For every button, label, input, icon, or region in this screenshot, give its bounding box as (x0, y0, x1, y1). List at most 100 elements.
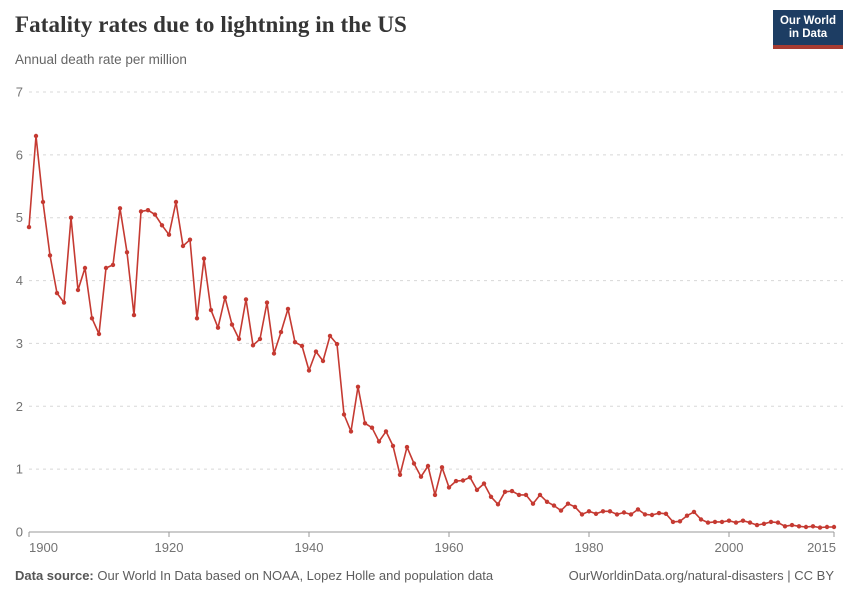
data-point[interactable] (75, 287, 81, 293)
data-point[interactable] (453, 478, 459, 484)
data-point[interactable] (460, 478, 466, 483)
data-point[interactable] (110, 262, 116, 268)
data-point[interactable] (320, 358, 326, 364)
data-point[interactable] (698, 517, 704, 522)
data-point[interactable] (180, 243, 186, 249)
data-point[interactable] (54, 290, 60, 296)
data-point[interactable] (586, 509, 592, 514)
data-point[interactable] (614, 512, 620, 517)
data-point[interactable] (243, 297, 249, 302)
data-point[interactable] (817, 525, 823, 530)
data-point[interactable] (313, 349, 319, 354)
data-point[interactable] (677, 519, 683, 524)
data-point[interactable] (439, 465, 445, 470)
data-point[interactable] (579, 512, 585, 517)
data-point[interactable] (642, 512, 648, 517)
data-point[interactable] (26, 224, 32, 230)
data-point[interactable] (334, 341, 340, 347)
data-point[interactable] (537, 492, 543, 498)
data-point[interactable] (565, 501, 571, 506)
data-point[interactable] (236, 336, 242, 342)
data-point[interactable] (600, 509, 606, 514)
data-point[interactable] (215, 325, 221, 330)
data-point[interactable] (810, 524, 816, 529)
data-point[interactable] (376, 439, 382, 444)
data-point[interactable] (691, 509, 697, 515)
data-point[interactable] (173, 199, 179, 205)
data-point[interactable] (649, 512, 655, 518)
data-point[interactable] (418, 474, 424, 479)
data-point[interactable] (551, 503, 557, 508)
data-point[interactable] (166, 232, 172, 237)
data-point[interactable] (768, 519, 774, 525)
data-point[interactable] (404, 444, 410, 450)
data-point[interactable] (747, 520, 753, 525)
data-point[interactable] (726, 518, 732, 523)
data-point[interactable] (138, 209, 144, 214)
data-point[interactable] (782, 524, 788, 529)
data-point[interactable] (271, 351, 277, 356)
data-point[interactable] (663, 511, 669, 516)
data-point[interactable] (194, 316, 200, 321)
data-point[interactable] (544, 499, 550, 504)
data-point[interactable] (740, 518, 746, 523)
data-point[interactable] (229, 322, 235, 327)
data-point[interactable] (656, 510, 662, 516)
data-point[interactable] (432, 492, 438, 498)
data-point[interactable] (670, 519, 676, 525)
data-point[interactable] (355, 384, 361, 389)
data-point[interactable] (607, 509, 613, 514)
data-point[interactable] (593, 511, 599, 516)
data-point[interactable] (341, 412, 347, 417)
data-point[interactable] (558, 508, 564, 513)
data-point[interactable] (775, 520, 781, 525)
data-point[interactable] (712, 519, 718, 525)
data-point[interactable] (131, 312, 137, 318)
data-point[interactable] (502, 489, 508, 494)
data-point[interactable] (299, 343, 305, 349)
data-point[interactable] (397, 472, 403, 477)
data-point[interactable] (481, 481, 487, 486)
owid-link[interactable]: OurWorldinData.org/natural-disasters | C… (568, 568, 834, 583)
data-point[interactable] (327, 333, 333, 339)
data-point[interactable] (383, 429, 389, 434)
data-point[interactable] (201, 256, 207, 261)
data-point[interactable] (796, 524, 802, 529)
data-point[interactable] (306, 368, 312, 373)
data-point[interactable] (152, 212, 158, 217)
data-point[interactable] (684, 513, 690, 518)
data-point[interactable] (103, 265, 109, 271)
data-point[interactable] (719, 519, 725, 525)
data-point[interactable] (82, 265, 88, 271)
data-point[interactable] (61, 300, 67, 305)
data-point[interactable] (40, 199, 46, 205)
data-point[interactable] (516, 492, 522, 498)
data-point[interactable] (754, 522, 760, 528)
data-point[interactable] (572, 504, 578, 510)
data-point[interactable] (789, 522, 795, 528)
data-point[interactable] (187, 237, 193, 242)
data-point[interactable] (495, 502, 501, 507)
data-point[interactable] (523, 492, 529, 498)
data-point[interactable] (446, 485, 452, 490)
owid-logo[interactable]: Our World in Data (773, 10, 843, 49)
data-point[interactable] (530, 501, 536, 506)
data-point[interactable] (509, 488, 515, 494)
data-point[interactable] (705, 520, 711, 525)
data-point[interactable] (33, 133, 39, 139)
data-point[interactable] (222, 295, 228, 300)
data-point[interactable] (635, 507, 641, 512)
data-point[interactable] (68, 215, 74, 220)
data-point[interactable] (89, 316, 95, 321)
data-point[interactable] (159, 223, 165, 228)
data-point[interactable] (292, 340, 298, 345)
data-point[interactable] (390, 443, 396, 449)
data-point[interactable] (362, 421, 368, 426)
data-point[interactable] (117, 206, 123, 211)
data-point[interactable] (474, 487, 480, 493)
data-point[interactable] (264, 300, 270, 305)
data-point[interactable] (96, 331, 102, 337)
data-point[interactable] (733, 520, 739, 525)
data-point[interactable] (824, 524, 830, 530)
data-point[interactable] (831, 524, 837, 530)
